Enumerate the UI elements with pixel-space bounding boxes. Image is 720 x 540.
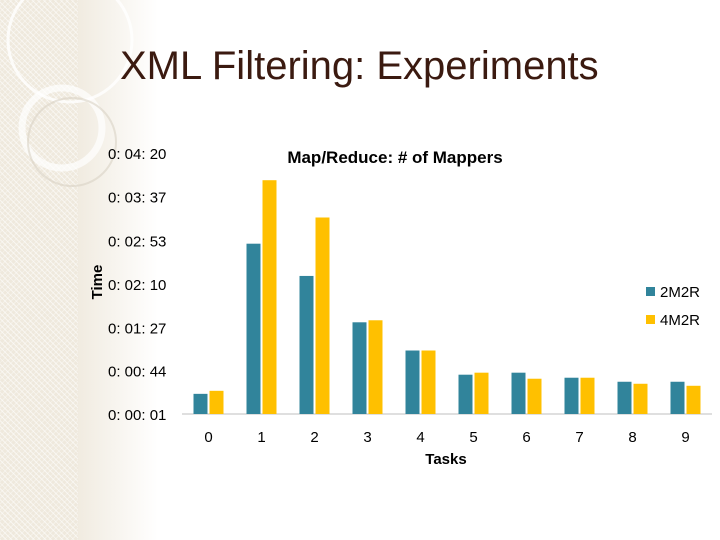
chart-title: Map/Reduce: # of Mappers — [287, 148, 502, 167]
bar-4m2r-9 — [686, 385, 701, 414]
bar-2m2r-3 — [352, 322, 367, 414]
bar-4m2r-4 — [421, 350, 436, 414]
x-tick-label: 1 — [257, 429, 265, 446]
legend-swatch-4m2r — [646, 315, 655, 324]
y-tick-label: 0: 00: 01 — [108, 407, 166, 424]
bar-4m2r-3 — [368, 320, 383, 414]
bar-4m2r-8 — [633, 383, 648, 414]
bar-4m2r-6 — [527, 378, 542, 414]
bar-4m2r-5 — [474, 372, 489, 414]
x-tick-label: 6 — [522, 429, 530, 446]
y-tick-label: 0: 04: 20 — [108, 146, 166, 163]
x-tick-label: 9 — [681, 429, 689, 446]
legend-swatch-2m2r — [646, 287, 655, 296]
x-tick-label: 2 — [310, 429, 318, 446]
x-tick-label: 8 — [628, 429, 636, 446]
bar-2m2r-8 — [617, 381, 632, 414]
bar-4m2r-7 — [580, 377, 595, 414]
y-axis-label: Time — [89, 265, 106, 300]
y-tick-label: 0: 00: 44 — [108, 364, 166, 381]
x-tick-label: 4 — [416, 429, 424, 446]
bar-4m2r-0 — [209, 390, 224, 414]
bar-2m2r-0 — [193, 393, 208, 414]
x-tick-label: 7 — [575, 429, 583, 446]
bar-4m2r-1 — [262, 180, 277, 414]
legend-label: 4M2R — [660, 312, 700, 329]
y-tick-label: 0: 02: 10 — [108, 277, 166, 294]
x-tick-label: 3 — [363, 429, 371, 446]
bar-2m2r-2 — [299, 275, 314, 414]
y-tick-label: 0: 03: 37 — [108, 189, 166, 206]
bar-2m2r-6 — [511, 372, 526, 414]
slide-title: XML Filtering: Experiments — [120, 44, 599, 88]
x-axis-label: Tasks — [425, 451, 466, 468]
bar-4m2r-2 — [315, 217, 330, 414]
decorative-fade — [78, 0, 158, 540]
y-tick-label: 0: 01: 27 — [108, 320, 166, 337]
x-tick-label: 5 — [469, 429, 477, 446]
x-tick-label: 0 — [204, 429, 212, 446]
decorative-rings — [6, 0, 134, 187]
legend-label: 2M2R — [660, 284, 700, 301]
y-tick-label: 0: 02: 53 — [108, 234, 166, 251]
bar-2m2r-4 — [405, 350, 420, 414]
bar-2m2r-1 — [246, 243, 261, 414]
bar-2m2r-9 — [670, 381, 685, 414]
bar-2m2r-5 — [458, 374, 473, 414]
bar-2m2r-7 — [564, 377, 579, 414]
